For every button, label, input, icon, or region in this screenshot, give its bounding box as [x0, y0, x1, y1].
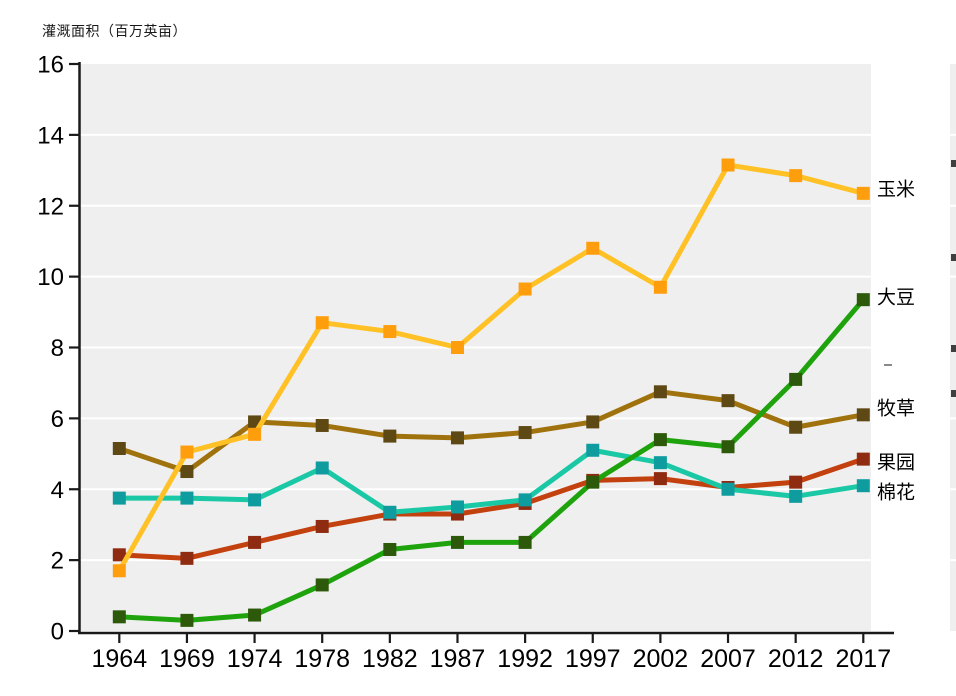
orchard-marker [653, 472, 667, 486]
corn-marker [789, 169, 803, 183]
crop-artifact-mark [951, 345, 956, 352]
x-tick-label: 1997 [565, 645, 621, 673]
orchard-marker [248, 535, 262, 549]
crop-artifact-dash [884, 364, 892, 366]
soybean-marker [518, 535, 532, 549]
cotton-marker [315, 461, 329, 475]
cotton-marker [518, 493, 532, 507]
x-tick-label: 2002 [633, 645, 689, 673]
crop-artifact-mark [951, 390, 956, 397]
x-tick-label: 1982 [362, 645, 418, 673]
hay-marker [450, 431, 464, 445]
hay-marker [315, 418, 329, 432]
cotton-line [116, 447, 866, 515]
legend-label-orchard: 果园 [877, 452, 916, 474]
hay-marker [721, 394, 735, 408]
y-tick-label: 0 [51, 619, 64, 646]
x-tick-label: 1969 [159, 645, 215, 673]
legend-label-soybean: 大豆 [877, 287, 916, 309]
orchard-marker [180, 551, 194, 565]
soybean-marker [112, 610, 126, 624]
cotton-marker [653, 456, 667, 470]
orchard-marker [856, 452, 870, 466]
hay-marker [383, 429, 397, 443]
orchard-marker [112, 548, 126, 562]
corn-marker [721, 158, 735, 172]
y-tick-label: 4 [51, 477, 64, 504]
cotton-marker [721, 482, 735, 496]
legend-label-hay: 牧草 [877, 398, 916, 420]
x-tick-label: 1987 [430, 645, 486, 673]
corn-marker [248, 427, 262, 441]
soybean-marker [856, 293, 870, 307]
legend-label-cotton: 棉花 [877, 482, 916, 504]
cotton-marker [450, 500, 464, 514]
cotton-marker [248, 493, 262, 507]
x-tick-label: 2012 [768, 645, 824, 673]
corn-marker [653, 280, 667, 294]
hay-marker [856, 408, 870, 422]
cotton-marker [856, 479, 870, 493]
corn-marker [518, 282, 532, 296]
soybean-marker [789, 372, 803, 386]
soybean-marker [586, 475, 600, 489]
y-tick-label: 2 [51, 548, 64, 575]
cotton-marker [789, 489, 803, 503]
x-tick-label: 1978 [294, 645, 350, 673]
legend-label-corn: 玉米 [877, 179, 916, 201]
corn-marker [315, 316, 329, 330]
x-tick-label: 2017 [835, 645, 891, 673]
corn-marker [180, 445, 194, 459]
hay-line [116, 389, 866, 475]
cotton-marker [180, 491, 194, 505]
hay-marker [112, 441, 126, 455]
y-tick-label: 12 [37, 193, 64, 220]
y-tick-label: 10 [37, 264, 64, 291]
y-tick-label: 16 [37, 52, 64, 79]
soybean-marker [383, 542, 397, 556]
soybean-marker [248, 608, 262, 622]
soybean-marker [450, 535, 464, 549]
crop-artifact-mark [951, 160, 956, 167]
cotton-marker [112, 491, 126, 505]
x-tick-label: 2007 [700, 645, 756, 673]
hay-marker [789, 420, 803, 434]
x-tick-label: 1964 [91, 645, 147, 673]
hay-marker [518, 426, 532, 440]
corn-line [116, 162, 866, 574]
hay-marker [653, 385, 667, 399]
soybean-marker [315, 578, 329, 592]
y-tick-label: 6 [51, 406, 64, 433]
soybean-marker [653, 433, 667, 447]
soybean-marker [180, 613, 194, 627]
y-axis-title: 灌溉面积（百万英亩） [42, 23, 187, 39]
cotton-marker [586, 443, 600, 457]
corn-marker [450, 341, 464, 354]
soybean-marker [721, 440, 735, 454]
cotton-marker [383, 505, 397, 519]
orchard-marker [315, 519, 329, 533]
y-tick-label: 14 [37, 122, 64, 149]
orchard-line [116, 456, 866, 561]
x-tick-label: 1992 [497, 645, 553, 673]
x-tick-label: 1974 [227, 645, 283, 673]
soybean-line [116, 297, 866, 623]
corn-marker [856, 186, 870, 200]
corn-marker [112, 564, 126, 578]
hay-marker [180, 465, 194, 479]
orchard-marker [789, 475, 803, 489]
hay-marker [586, 415, 600, 429]
crop-artifact-mark [951, 254, 956, 261]
corn-marker [586, 241, 600, 255]
y-tick-label: 8 [51, 335, 64, 362]
corn-marker [383, 325, 397, 339]
